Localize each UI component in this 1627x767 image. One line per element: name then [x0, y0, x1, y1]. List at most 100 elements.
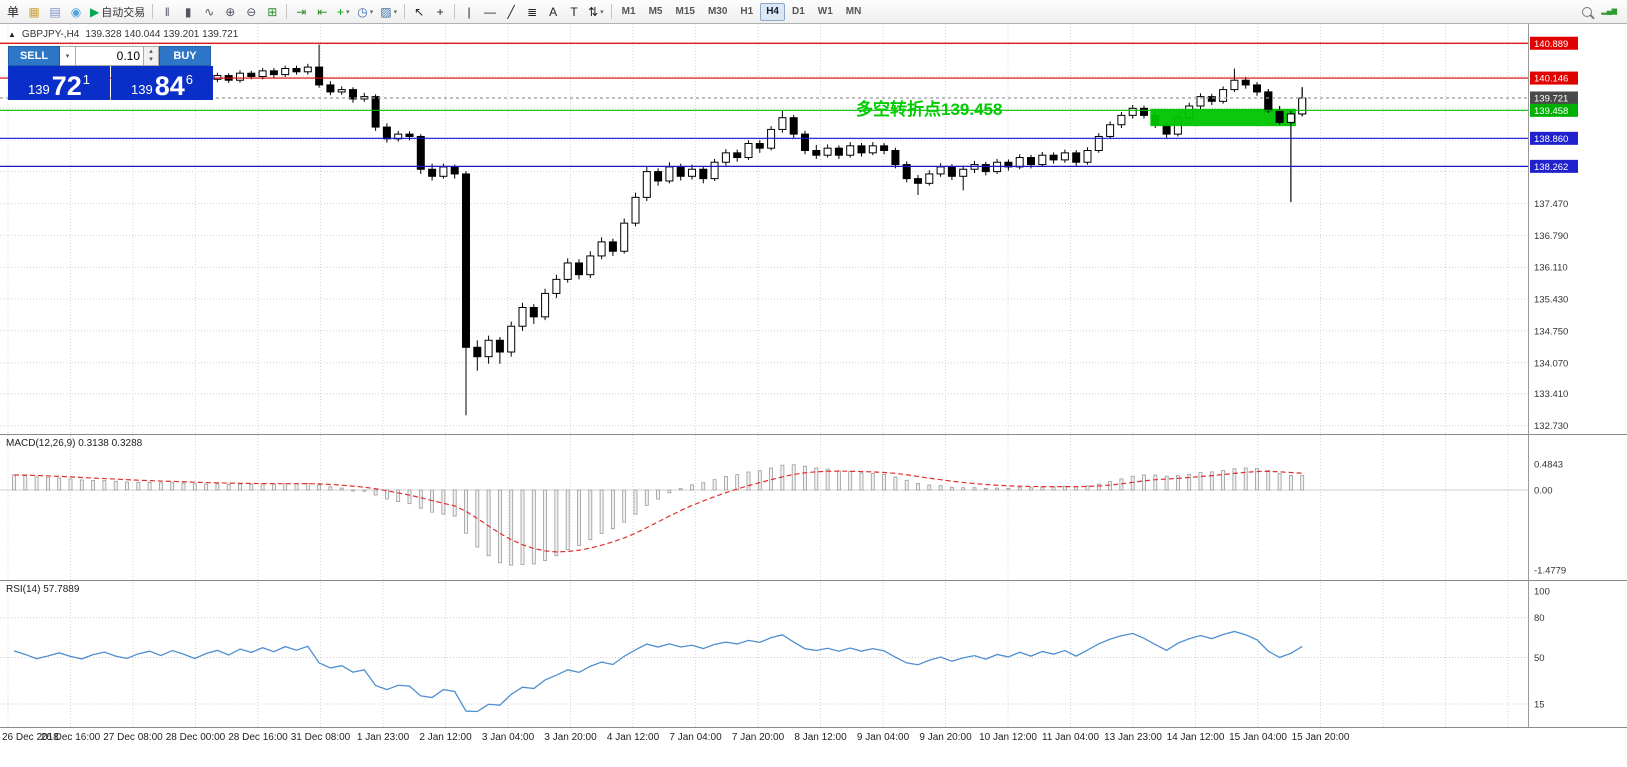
buy-price-figure: 139: [131, 81, 153, 97]
timeframe-m1[interactable]: M1: [616, 3, 642, 21]
search-icon[interactable]: [1577, 2, 1597, 21]
timeframe-m15[interactable]: M15: [669, 3, 700, 21]
chart-shift-icon-glyph: ⇤: [317, 4, 328, 19]
volume-input[interactable]: [76, 46, 144, 66]
new-order-button[interactable]: 单: [3, 2, 23, 21]
vertical-line-icon[interactable]: |: [459, 2, 479, 21]
data-window-icon-glyph: ◉: [70, 4, 82, 19]
price-badge: [1530, 71, 1578, 85]
zoom-out-icon[interactable]: ⊖: [241, 2, 261, 21]
svg-text:3 Jan 04:00: 3 Jan 04:00: [482, 732, 535, 743]
volume-dropdown[interactable]: ▾: [60, 46, 76, 66]
bars-chart-icon[interactable]: ‖: [157, 2, 177, 21]
charts-grid-icon-glyph: ▦: [28, 4, 40, 19]
svg-text:8 Jan 12:00: 8 Jan 12:00: [794, 732, 847, 743]
timeframe-w1[interactable]: W1: [812, 3, 839, 21]
buy-price[interactable]: 139 84 6: [111, 66, 213, 100]
pivot-annotation: 多空转折点139.458: [856, 100, 1003, 119]
search-icon-glyph: [1582, 6, 1593, 17]
horizontal-line-icon-glyph: —: [484, 4, 497, 19]
svg-text:138.262: 138.262: [1534, 162, 1568, 173]
templates-icon[interactable]: ▨ ▾: [377, 2, 400, 21]
sell-button[interactable]: SELL: [8, 46, 60, 66]
periods-icon[interactable]: ◷ ▾: [354, 2, 376, 21]
rsi-indicator: [0, 617, 1528, 713]
svg-text:134.750: 134.750: [1534, 326, 1568, 337]
bars-chart-icon-glyph: ‖: [164, 4, 170, 19]
line-chart-icon[interactable]: ∿: [199, 2, 219, 21]
arrows-tool-icon-glyph: ⇅: [588, 4, 599, 19]
sell-price[interactable]: 139 72 1: [8, 66, 110, 100]
stepper-up-icon[interactable]: ▴: [149, 48, 153, 55]
timeframe-m30[interactable]: M30: [702, 3, 733, 21]
zoom-out-icon-glyph: ⊖: [246, 4, 257, 19]
svg-text:0.00: 0.00: [1534, 486, 1553, 497]
svg-text:4 Jan 12:00: 4 Jan 12:00: [607, 732, 660, 743]
volume-stepper[interactable]: ▴ ▾: [144, 46, 159, 66]
tile-windows-icon[interactable]: ⊞: [262, 2, 282, 21]
svg-text:15 Jan 04:00: 15 Jan 04:00: [1229, 732, 1287, 743]
auto-trading-button[interactable]: ▶ 自动交易: [87, 2, 148, 21]
trendline-icon[interactable]: ╱: [501, 2, 521, 21]
price-scale[interactable]: 140.889 140.146 139.721 139.458 138.860 138.2…: [1530, 36, 1578, 711]
timeframe-d1[interactable]: D1: [786, 3, 811, 21]
auto-scroll-icon[interactable]: ⇥: [291, 2, 311, 21]
svg-text:140.146: 140.146: [1534, 74, 1568, 85]
chevron-down-icon: ▾: [345, 8, 350, 16]
toolbar-separator: [454, 4, 456, 19]
toolbar-right: ▂▄▆: [1577, 2, 1620, 21]
chevron-down-icon: ▾: [65, 53, 70, 60]
main-toolbar: 单 ▦ ▤ ◉ ▶ 自动交易 ‖ ▮ ∿ ⊕ ⊖ ⊞ ⇥ ⇤ + ▾ ◷ ▾ ▨ ▾ ↖ + | — ╱ ≣ A T ⇅ ▾ M1 M5 M1…: [0, 0, 1627, 24]
svg-text:31 Dec 08:00: 31 Dec 08:00: [291, 732, 351, 743]
highlight-rectangle[interactable]: [1150, 108, 1296, 127]
chart-shift-icon[interactable]: ⇤: [312, 2, 332, 21]
svg-text:11 Jan 04:00: 11 Jan 04:00: [1042, 732, 1100, 743]
tile-windows-icon-glyph: ⊞: [267, 4, 278, 19]
svg-text:26 Dec 16:00: 26 Dec 16:00: [41, 732, 101, 743]
chevron-down-icon: ▾: [393, 8, 398, 16]
indicators-icon[interactable]: + ▾: [333, 2, 353, 21]
chevron-down-icon: ▾: [369, 8, 374, 16]
svg-text:27 Dec 08:00: 27 Dec 08:00: [103, 732, 163, 743]
market-stats-icon[interactable]: ▂▄▆: [1598, 2, 1620, 21]
timeframe-mn[interactable]: MN: [840, 3, 868, 21]
timeframe-h4[interactable]: H4: [760, 2, 785, 21]
arrows-tool-icon[interactable]: ⇅ ▾: [585, 2, 607, 21]
svg-text:80: 80: [1534, 613, 1545, 624]
svg-text:28 Dec 00:00: 28 Dec 00:00: [166, 732, 226, 743]
svg-text:138.860: 138.860: [1534, 134, 1568, 145]
text-icon[interactable]: A: [543, 2, 563, 21]
candlestick-chart-icon-glyph: ▮: [184, 4, 192, 19]
fibonacci-icon[interactable]: ≣: [522, 2, 542, 21]
svg-text:2 Jan 12:00: 2 Jan 12:00: [419, 732, 472, 743]
zoom-in-icon-glyph: ⊕: [225, 4, 236, 19]
timeframe-h1[interactable]: H1: [734, 3, 759, 21]
chart-canvas[interactable]: 140.889 140.146 139.721 139.458 138.860 138.2…: [0, 24, 1627, 767]
one-click-collapse-icon[interactable]: ▲: [8, 30, 16, 39]
chart-grid: [0, 24, 1528, 727]
crosshair-icon-glyph: +: [436, 4, 444, 19]
charts-grid-icon[interactable]: ▦: [24, 2, 44, 21]
periods-icon-glyph: ◷: [357, 4, 368, 19]
text-label-icon[interactable]: T: [564, 2, 584, 21]
zoom-in-icon[interactable]: ⊕: [220, 2, 240, 21]
candlestick-chart-icon[interactable]: ▮: [178, 2, 198, 21]
timeframe-m5[interactable]: M5: [643, 3, 669, 21]
svg-text:139.458: 139.458: [1534, 106, 1568, 117]
chart-symbol-header: ▲ GBPJPY-,H4 139.328 140.044 139.201 139…: [8, 29, 238, 40]
chart-window: 140.889 140.146 139.721 139.458 138.860 138.2…: [0, 24, 1627, 767]
cursor-icon[interactable]: ↖: [409, 2, 429, 21]
price-badge: [1530, 159, 1578, 173]
stepper-down-icon[interactable]: ▾: [149, 56, 153, 63]
data-window-icon[interactable]: ◉: [66, 2, 86, 21]
horizontal-line-icon[interactable]: —: [480, 2, 500, 21]
templates-icon-glyph: ▨: [380, 4, 392, 19]
auto-trading-button-icon: ▶: [90, 4, 100, 19]
crosshair-icon[interactable]: +: [430, 2, 450, 21]
profile-icon[interactable]: ▤: [45, 2, 65, 21]
svg-text:135.430: 135.430: [1534, 295, 1568, 306]
one-click-price-row: 139 72 1 139 84 6: [8, 66, 213, 100]
indicators-icon-glyph: +: [336, 4, 344, 19]
buy-button[interactable]: BUY: [159, 46, 211, 66]
